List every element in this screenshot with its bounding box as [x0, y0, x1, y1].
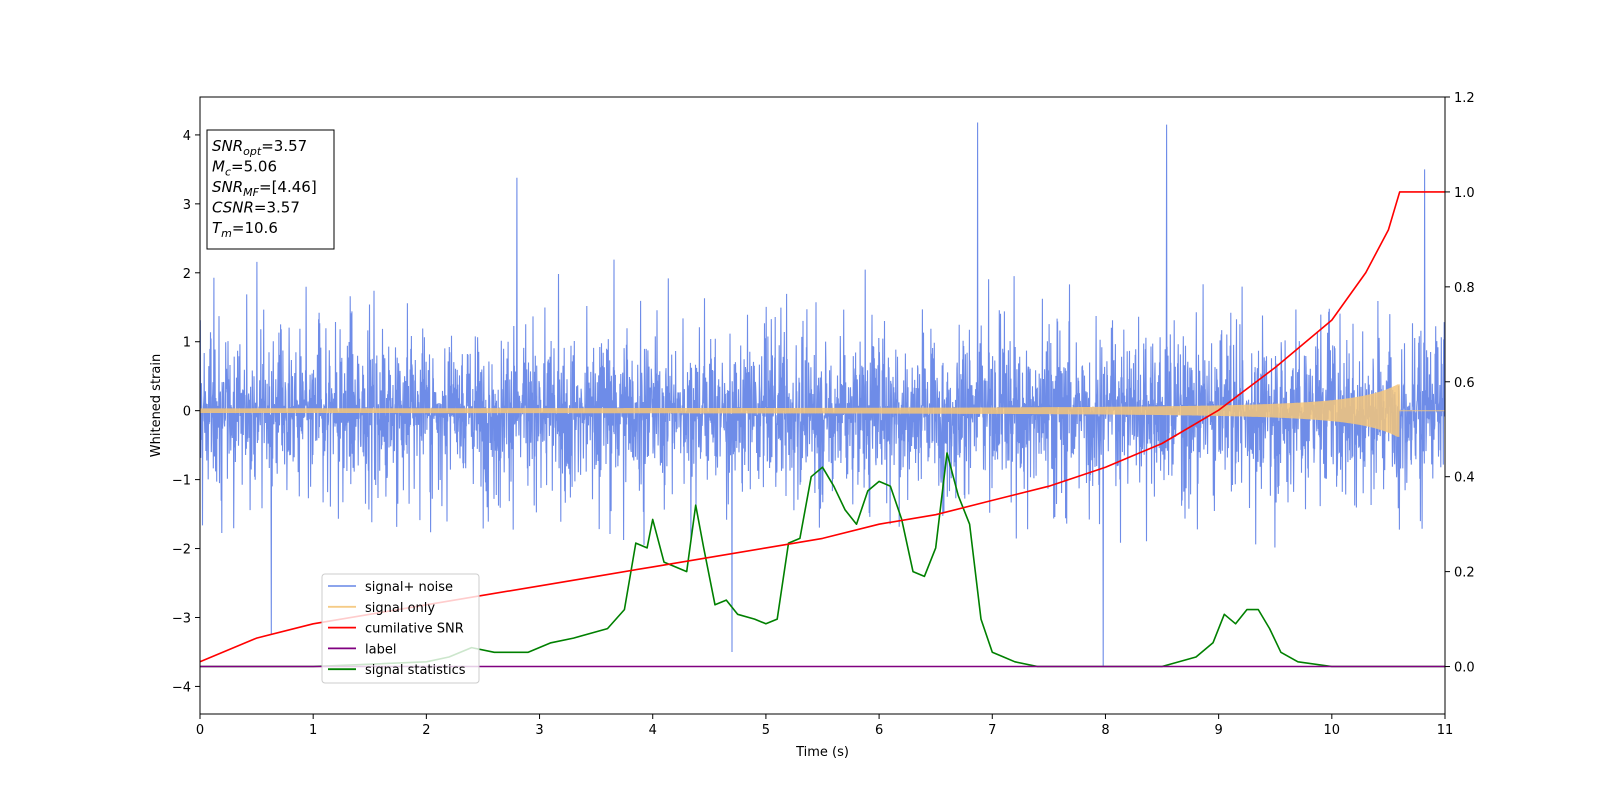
- legend: signal+ noise signal only cumilative SNR la…: [321, 573, 480, 684]
- stats-box-frame: [206, 129, 335, 250]
- x-tick-label: 10: [1324, 723, 1341, 738]
- y2-tick-label: 0.8: [1454, 281, 1475, 296]
- y2-tick-label: 0.6: [1454, 376, 1475, 391]
- stats-line: CSNR=3.57: [212, 199, 300, 217]
- x-tick-label: 8: [1101, 723, 1109, 738]
- legend-label: signal statistics: [365, 663, 466, 678]
- x-axis-label: Time (s): [795, 745, 849, 760]
- y-tick-label: 3: [183, 198, 191, 213]
- x-tick-label: 0: [196, 723, 204, 738]
- y-tick-label: −4: [172, 680, 191, 695]
- series-signal-only-line: [200, 384, 1445, 437]
- y2-tick-label: 1.2: [1454, 91, 1475, 106]
- x-tick-label: 11: [1437, 723, 1454, 738]
- x-tick-label: 1: [309, 723, 317, 738]
- x-tick-label: 6: [875, 723, 883, 738]
- y-axis-left: −4 −3 −2 −1 0 1 2 3 4: [172, 129, 200, 695]
- y-tick-label: 2: [183, 267, 191, 282]
- x-tick-label: 2: [422, 723, 430, 738]
- legend-label: cumilative SNR: [365, 622, 464, 637]
- y-tick-label: 4: [183, 129, 191, 144]
- legend-frame: [321, 573, 480, 684]
- stats-line: SNRopt=3.57: [212, 137, 307, 158]
- x-tick-label: 5: [762, 723, 770, 738]
- x-tick-label: 3: [535, 723, 543, 738]
- x-tick-label: 9: [1214, 723, 1222, 738]
- y-tick-label: 1: [183, 336, 191, 351]
- legend-label: label: [365, 642, 396, 657]
- y-tick-label: −1: [172, 474, 191, 489]
- axes-frame: [199, 96, 1446, 715]
- stats-line: SNRMF=[4.46]: [212, 178, 317, 199]
- y-tick-label: −3: [172, 611, 191, 626]
- legend-label: signal only: [365, 601, 435, 616]
- stats-line: Mc=5.06: [212, 158, 277, 179]
- y2-tick-label: 0.4: [1454, 471, 1475, 486]
- x-axis: 0 1 2 3 4 5 6 7 8 9 10 11: [196, 714, 1453, 738]
- legend-label: signal+ noise: [365, 580, 453, 595]
- y2-tick-label: 1.0: [1454, 186, 1475, 201]
- stats-line: Tm=10.6: [212, 219, 278, 240]
- series-signal-statistics-line: [200, 452, 1445, 668]
- y-axis-right: 0.0 0.2 0.4 0.6 0.8 1.0 1.2: [1445, 91, 1475, 676]
- x-tick-label: 4: [649, 723, 657, 738]
- y-tick-label: 0: [183, 405, 191, 420]
- x-tick-label: 7: [988, 723, 996, 738]
- y2-tick-label: 0.0: [1454, 661, 1475, 676]
- y-tick-label: −2: [172, 543, 191, 558]
- y2-tick-label: 0.2: [1454, 566, 1475, 581]
- y-axis-label: Whitened strain: [149, 354, 164, 457]
